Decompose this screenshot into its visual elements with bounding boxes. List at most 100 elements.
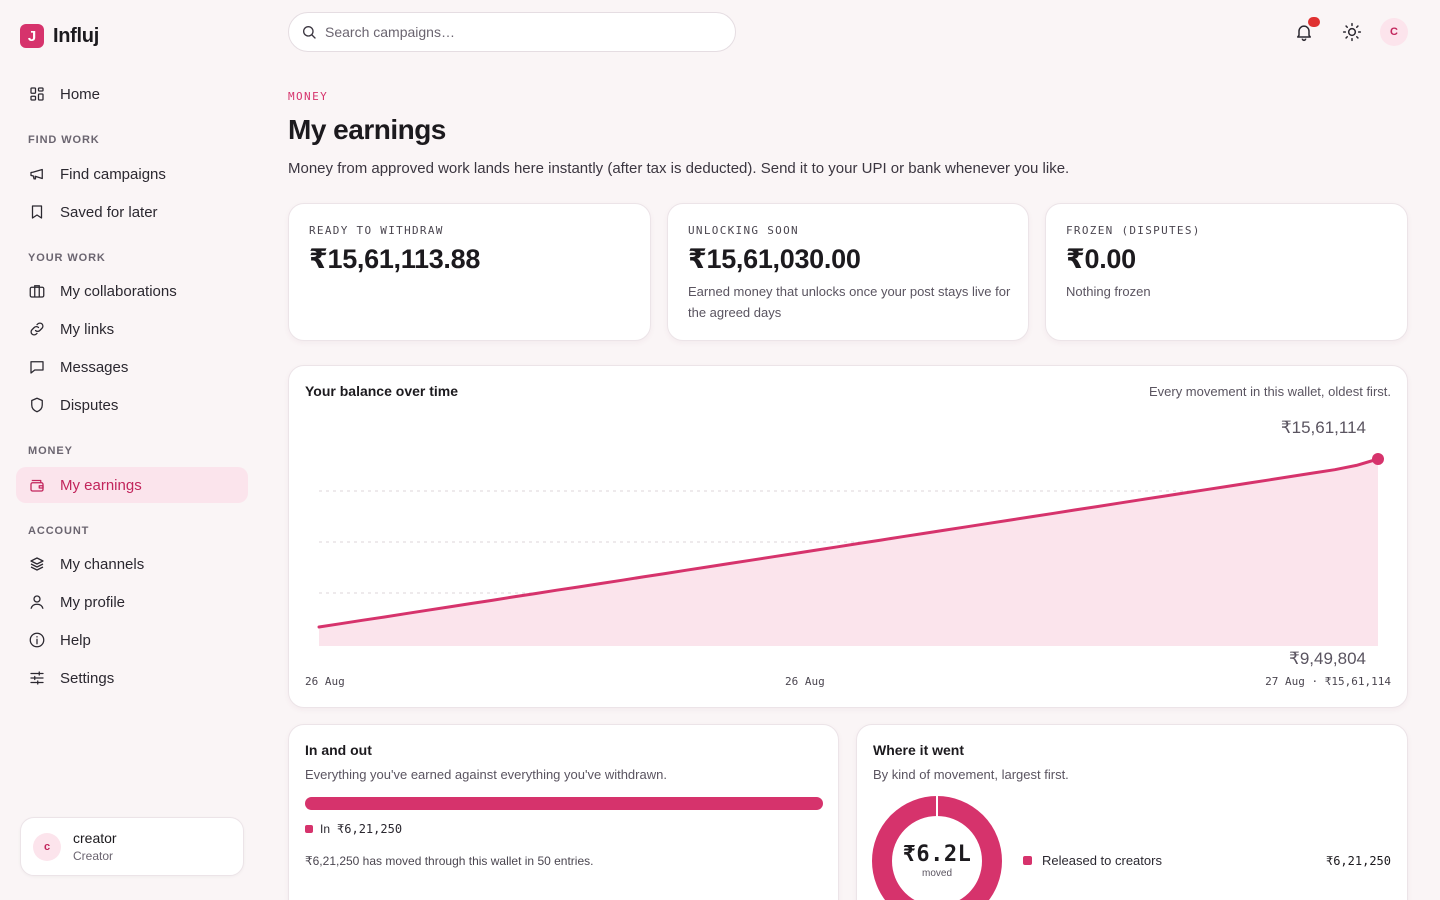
grid-icon xyxy=(30,87,44,101)
legend-amount: ₹6,21,250 xyxy=(337,822,403,836)
brand-name: Influj xyxy=(53,24,99,47)
sidebar-item-label: Disputes xyxy=(60,396,119,414)
donut-value: ₹6.2L xyxy=(902,842,972,867)
layers-icon xyxy=(30,557,44,571)
brand-logo: J xyxy=(20,24,44,48)
sidebar-item-label: Home xyxy=(60,85,101,103)
donut-chart xyxy=(872,795,1002,900)
in-out-card: In and out Everything you've earned agai… xyxy=(288,724,839,900)
sidebar-item-my-earnings[interactable]: My earnings xyxy=(16,467,248,503)
bell-icon xyxy=(1297,25,1311,42)
search-input[interactable] xyxy=(325,24,705,40)
sidebar-item-my-collaborations[interactable]: My collaborations xyxy=(16,273,248,309)
notifications-button[interactable] xyxy=(1292,17,1320,44)
sidebar-item-label: Saved for later xyxy=(60,203,158,221)
sidebar-item-label: My links xyxy=(60,320,115,338)
breakdown-label: Released to creators xyxy=(1042,853,1162,868)
sidebar: J Influj Home FIND WORK Find campaigns S… xyxy=(0,0,264,900)
min-value-label: ₹9,49,804 xyxy=(1289,649,1366,668)
stat-card-unlocking: UNLOCKING SOON ₹15,61,030.00 Earned mone… xyxy=(667,203,1029,341)
donut-label: moved xyxy=(921,868,952,879)
where-it-went-card: Where it went By kind of movement, large… xyxy=(856,724,1408,900)
legend-swatch xyxy=(305,825,313,833)
in-legend: In ₹6,21,250 xyxy=(305,822,402,836)
in-out-bar xyxy=(305,797,823,810)
stat-value: ₹15,61,030.00 xyxy=(688,244,861,274)
donut-center: ₹6.2L moved xyxy=(871,842,1003,879)
chart-title: Your balance over time xyxy=(305,383,459,399)
stat-label: UNLOCKING SOON xyxy=(688,224,799,237)
sidebar-item-label: My earnings xyxy=(60,476,142,494)
sidebar-item-my-profile[interactable]: My profile xyxy=(16,584,248,620)
sidebar-item-disputes[interactable]: Disputes xyxy=(16,387,248,423)
theme-toggle-button[interactable] xyxy=(1340,20,1364,44)
notification-badge xyxy=(1308,17,1320,27)
stat-value: ₹0.00 xyxy=(1066,244,1136,274)
info-icon xyxy=(29,632,45,648)
sidebar-item-label: My channels xyxy=(60,555,145,573)
balance-line xyxy=(317,457,1380,629)
stat-label: READY TO WITHDRAW xyxy=(309,224,444,237)
sidebar-item-label: Help xyxy=(60,631,91,649)
page-description: Money from approved work lands here inst… xyxy=(288,160,1070,177)
stat-card-frozen: FROZEN (DISPUTES) ₹0.00 Nothing frozen xyxy=(1045,203,1408,341)
sidebar-item-label: Messages xyxy=(60,358,129,376)
flow-note: ₹6,21,250 has moved through this wallet … xyxy=(305,854,594,868)
max-value-label: ₹15,61,114 xyxy=(1281,418,1366,437)
legend-label: In xyxy=(320,822,331,836)
breakdown-row: Released to creators ₹6,21,250 xyxy=(1023,853,1391,868)
page-title: My earnings xyxy=(288,114,446,145)
sidebar-item-home[interactable]: Home xyxy=(16,76,248,112)
sun-icon xyxy=(1342,22,1362,42)
nav-section-your-work: YOUR WORK xyxy=(28,252,106,264)
stat-label: FROZEN (DISPUTES) xyxy=(1066,224,1201,237)
sidebar-item-find-campaigns[interactable]: Find campaigns xyxy=(16,156,248,192)
account-avatar-button[interactable]: C xyxy=(1380,18,1408,46)
sliders-icon xyxy=(30,671,44,685)
message-icon xyxy=(30,361,44,374)
avatar: c xyxy=(33,832,61,861)
search-icon xyxy=(303,26,316,39)
legend-swatch xyxy=(1023,856,1032,865)
sidebar-item-help[interactable]: Help xyxy=(16,622,248,658)
card-subtitle: By kind of movement, largest first. xyxy=(873,767,1069,782)
card-title: Where it went xyxy=(873,742,965,758)
wallet-icon xyxy=(30,479,44,492)
shield-icon xyxy=(31,397,43,413)
balance-area xyxy=(319,459,1378,646)
page-eyebrow: MONEY xyxy=(288,90,329,103)
x-tick-label: 27 Aug · ₹15,61,114 xyxy=(1265,675,1391,688)
bookmark-icon xyxy=(31,205,43,219)
sidebar-item-label: My collaborations xyxy=(60,282,177,300)
megaphone-icon xyxy=(30,168,43,180)
sidebar-item-messages[interactable]: Messages xyxy=(16,349,248,385)
balance-chart-card: Your balance over time Every movement in… xyxy=(288,365,1408,708)
breakdown-amount: ₹6,21,250 xyxy=(1325,853,1391,868)
balance-chart: ₹15,61,114 ₹9,49,804 xyxy=(317,418,1384,668)
x-tick-label: 26 Aug xyxy=(785,675,825,688)
user-role: Creator xyxy=(73,849,114,863)
sidebar-item-settings[interactable]: Settings xyxy=(16,660,248,696)
nav-section-money: MONEY xyxy=(28,445,73,457)
briefcase-icon xyxy=(29,285,45,298)
sidebar-item-my-channels[interactable]: My channels xyxy=(16,546,248,582)
card-subtitle: Everything you've earned against everyth… xyxy=(305,767,667,782)
search-bar[interactable] xyxy=(288,12,736,52)
balance-endpoint xyxy=(1372,453,1384,465)
user-icon xyxy=(30,595,44,609)
link-icon xyxy=(30,322,44,336)
stat-value: ₹15,61,113.88 xyxy=(309,244,481,274)
user-card[interactable]: c creator Creator xyxy=(20,817,244,876)
stat-card-ready: READY TO WITHDRAW ₹15,61,113.88 xyxy=(288,203,651,341)
stat-note: Earned money that unlocks once your post… xyxy=(688,284,1011,320)
sidebar-item-my-links[interactable]: My links xyxy=(16,311,248,347)
x-tick-label: 26 Aug xyxy=(305,675,345,688)
sidebar-item-saved-for-later[interactable]: Saved for later xyxy=(16,194,248,230)
sidebar-item-label: Find campaigns xyxy=(60,165,166,183)
nav-section-find-work: FIND WORK xyxy=(28,134,100,146)
chart-caption: Every movement in this wallet, oldest fi… xyxy=(1148,384,1391,399)
stat-note: Nothing frozen xyxy=(1066,284,1151,299)
sidebar-item-label: My profile xyxy=(60,593,126,611)
nav-section-account: ACCOUNT xyxy=(28,525,90,537)
brand[interactable]: J Influj xyxy=(20,24,99,48)
